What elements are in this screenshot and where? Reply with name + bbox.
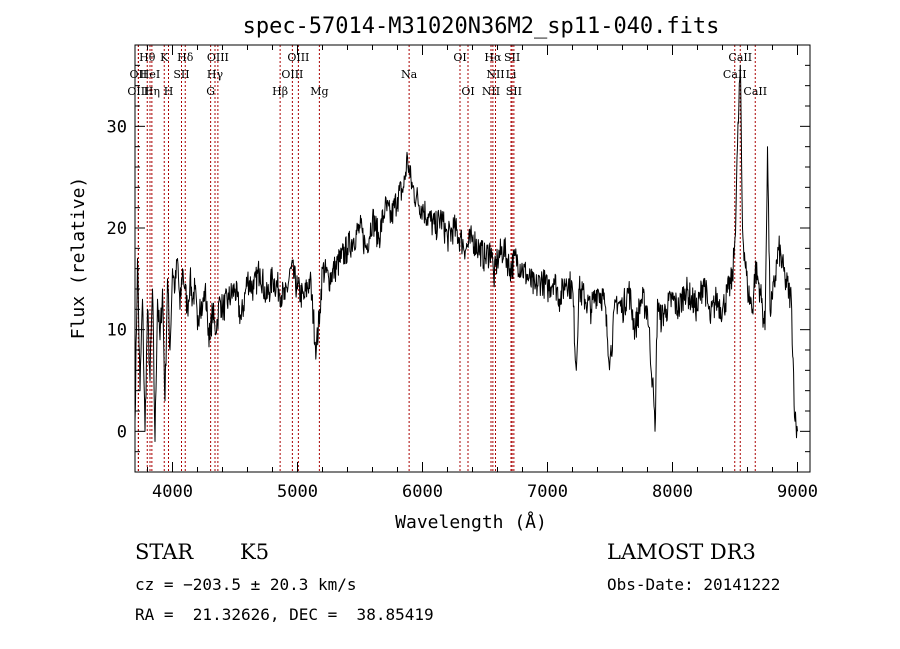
spectral-line-label: OI (453, 51, 466, 64)
y-axis-label: Flux (relative) (68, 177, 89, 340)
spectral-line-label: HeI (140, 68, 160, 81)
x-axis-label: Wavelength (Å) (395, 511, 547, 533)
spectral-line-markers (137, 45, 756, 472)
spectral-line-label: Li (506, 68, 517, 81)
y-tick-label: 10 (107, 321, 127, 341)
spectral-line-label: Hα (484, 51, 502, 64)
sky-coordinates: RA = 21.32626, DEC = 38.85419 (135, 605, 434, 624)
redshift-velocity: cz = −203.5 ± 20.3 km/s (135, 575, 357, 594)
spectral-line-label: NII (482, 85, 500, 98)
spectral-line-label: OII (130, 68, 148, 81)
y-tick-label: 20 (107, 219, 127, 239)
survey-name: LAMOST DR3 (607, 540, 756, 564)
spectral-line-label: OIII (287, 51, 309, 64)
spectral-line-label: Hθ (139, 51, 156, 64)
spectral-line-label: OI (461, 85, 474, 98)
x-tick-label: 5000 (277, 482, 318, 502)
spectral-line-label: G (206, 85, 215, 98)
spectral-line-label: CaII (723, 68, 747, 81)
x-tick-label: 4000 (152, 482, 193, 502)
spectral-line-label: OIII (127, 85, 149, 98)
spectral-line-label: SII (504, 51, 520, 64)
object-subclass: K5 (240, 540, 270, 564)
spectral-line-label: NII (486, 68, 504, 81)
spectral-line-label: Hδ (177, 51, 194, 64)
spectral-line-label: H (164, 85, 174, 98)
spectral-line-label: Hβ (272, 85, 288, 98)
x-tick-label: 8000 (652, 482, 693, 502)
y-axis-ticks: 0 10 20 30 (107, 64, 810, 453)
observation-date: Obs-Date: 20141222 (607, 575, 781, 594)
spectral-line-label: Hη (144, 85, 160, 98)
spectral-line-label: OIII (207, 51, 229, 64)
spectral-line-label: Na (401, 68, 418, 81)
spectral-line-label: K (160, 51, 169, 64)
flux-series (134, 64, 798, 442)
x-axis-ticks: 4000 5000 6000 7000 8000 9000 (147, 45, 818, 502)
spectral-line-label: OIII (281, 68, 303, 81)
spectral-line-label: CaII (743, 85, 767, 98)
spectral-line-label: Mg (310, 85, 328, 98)
spectral-line-label: CaII (728, 51, 752, 64)
object-class: STAR (135, 540, 194, 564)
spectral-line-label: SII (173, 68, 189, 81)
y-tick-label: 30 (107, 117, 127, 137)
spectral-line-labels: Hθ OII OIII HeI Hη K H Hδ SII OIII Hγ G OIII OIII Hβ Mg… (127, 51, 767, 98)
x-tick-label: 9000 (777, 482, 818, 502)
x-tick-label: 6000 (402, 482, 443, 502)
chart-title: spec-57014-M31020N36M2_sp11-040.fits (243, 14, 720, 39)
plot-frame (134, 44, 811, 473)
y-tick-label: 0 (117, 422, 127, 442)
x-tick-label: 7000 (527, 482, 568, 502)
flux-line (134, 64, 798, 442)
spectral-line-label: SII (506, 85, 522, 98)
spectral-line-label: Hγ (207, 68, 224, 81)
